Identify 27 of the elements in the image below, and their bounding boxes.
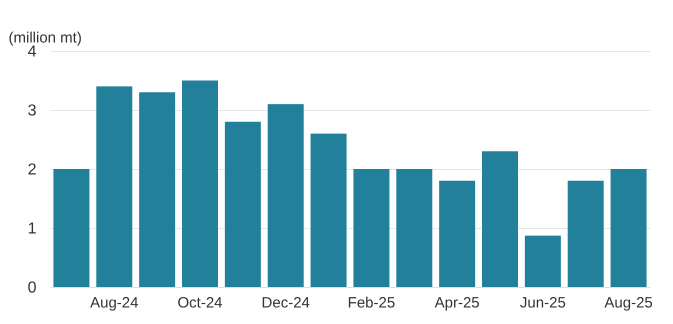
y-tick-label: 2 <box>28 162 37 178</box>
bar <box>310 134 347 287</box>
x-tick-label: Aug-24 <box>90 294 138 312</box>
bar <box>139 92 176 287</box>
bar <box>482 151 518 287</box>
bar <box>353 169 390 287</box>
x-tick-label: Feb-25 <box>348 294 396 312</box>
x-tick-label: Jun-25 <box>520 294 566 312</box>
bar <box>268 104 304 287</box>
y-tick-label: 4 <box>28 44 37 60</box>
x-tick-label: Oct-24 <box>177 294 223 312</box>
bar <box>396 169 432 287</box>
bar <box>224 122 261 287</box>
y-tick-label: 3 <box>28 102 37 120</box>
bar <box>96 86 132 287</box>
bar <box>524 236 561 287</box>
x-tick-label: Apr-25 <box>434 294 480 312</box>
bar <box>53 169 90 287</box>
bar <box>568 180 604 287</box>
y-tick-label: 0 <box>28 280 37 296</box>
bar <box>610 169 647 287</box>
x-tick-label: Aug-25 <box>604 294 653 312</box>
bar <box>439 180 476 287</box>
x-tick-label: Dec-24 <box>262 294 310 312</box>
y-tick-label: 1 <box>28 220 37 238</box>
y-axis-title: (million mt) <box>8 30 82 46</box>
bar <box>182 80 218 287</box>
